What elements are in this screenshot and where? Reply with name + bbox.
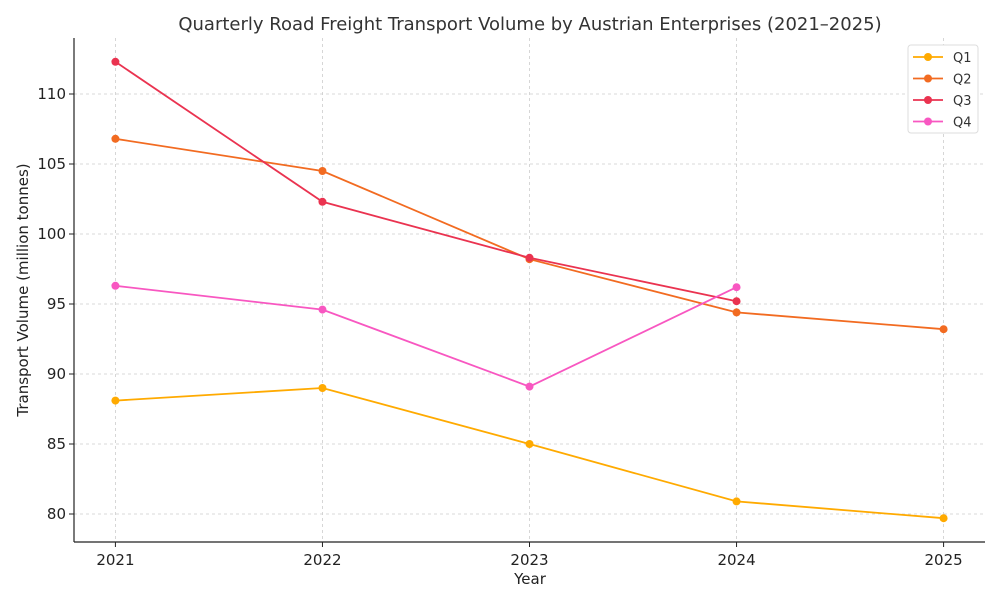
data-point bbox=[318, 167, 327, 175]
legend-item: Q1 bbox=[913, 51, 972, 66]
y-tick-label: 80 bbox=[47, 505, 66, 523]
y-tick-label: 95 bbox=[47, 295, 66, 313]
data-point bbox=[525, 253, 534, 262]
y-tick-label: 100 bbox=[37, 225, 66, 243]
y-tick-label: 90 bbox=[47, 365, 66, 383]
legend-marker bbox=[924, 117, 932, 126]
series-line bbox=[114, 61, 737, 303]
data-point bbox=[732, 283, 741, 292]
x-tick-label: 2025 bbox=[924, 551, 962, 569]
data-point bbox=[939, 325, 948, 334]
series-line bbox=[115, 284, 737, 388]
y-tick-label: 85 bbox=[47, 435, 66, 453]
data-point bbox=[732, 308, 741, 317]
axes: 2021 2022 2023 2024 2025 80 85 90 95 100 105 110 bbox=[37, 38, 985, 569]
grid bbox=[74, 38, 985, 542]
x-tick-label: 2022 bbox=[303, 551, 341, 569]
legend-label: Q1 bbox=[953, 51, 972, 66]
data-point bbox=[111, 57, 120, 66]
series-q3 bbox=[111, 57, 741, 306]
data-point bbox=[111, 134, 120, 143]
y-tick-label: 110 bbox=[37, 85, 66, 103]
legend: Q1 Q2 Q3 Q4 bbox=[907, 44, 979, 134]
legend-item: Q3 bbox=[913, 94, 972, 109]
legend-label: Q2 bbox=[953, 73, 972, 88]
legend-item: Q2 bbox=[913, 73, 972, 88]
legend-label: Q3 bbox=[953, 94, 972, 109]
data-point bbox=[732, 497, 741, 506]
series-q1 bbox=[111, 384, 948, 523]
series-q4 bbox=[111, 281, 741, 391]
x-axis-label: Year bbox=[513, 570, 547, 588]
legend-marker bbox=[924, 74, 932, 83]
legend-marker bbox=[924, 96, 932, 104]
chart-title: Quarterly Road Freight Transport Volume … bbox=[178, 14, 881, 35]
series-layer bbox=[111, 57, 948, 523]
data-point bbox=[318, 384, 327, 392]
x-tick-label: 2023 bbox=[510, 551, 548, 569]
legend-marker bbox=[924, 53, 932, 61]
data-point bbox=[111, 281, 120, 290]
x-tick-label: 2024 bbox=[717, 551, 755, 569]
data-point bbox=[525, 440, 534, 448]
legend-box bbox=[907, 44, 979, 134]
y-tick-label: 105 bbox=[37, 155, 66, 173]
legend-label: Q4 bbox=[953, 116, 972, 131]
data-point bbox=[525, 382, 534, 391]
x-tick-label: 2021 bbox=[96, 551, 134, 569]
data-point bbox=[318, 305, 327, 314]
data-point bbox=[111, 396, 120, 405]
legend-item: Q4 bbox=[913, 116, 972, 131]
y-axis-label: Transport Volume (million tonnes) bbox=[14, 163, 32, 417]
data-point bbox=[732, 297, 741, 306]
data-point bbox=[939, 514, 948, 523]
data-point bbox=[318, 197, 327, 206]
